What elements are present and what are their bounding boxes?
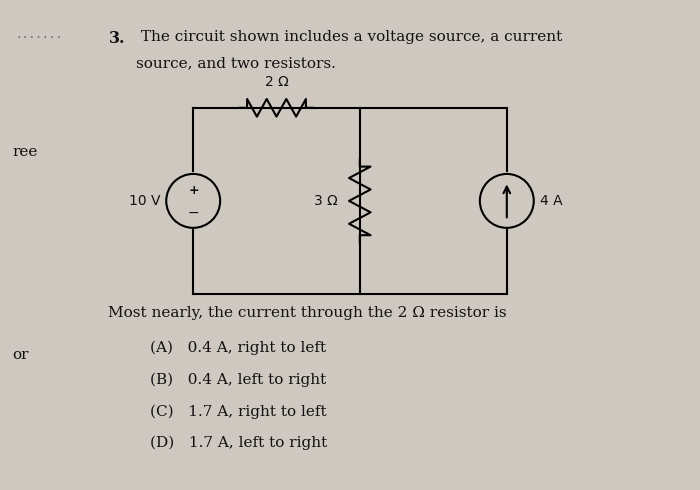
Text: source, and two resistors.: source, and two resistors. — [136, 56, 337, 71]
Text: 2 Ω: 2 Ω — [265, 75, 288, 89]
Text: Most nearly, the current through the 2 Ω resistor is: Most nearly, the current through the 2 Ω… — [108, 306, 507, 320]
Text: −: − — [188, 206, 199, 220]
Text: 4 A: 4 A — [540, 194, 562, 208]
Text: (A)   0.4 A, right to left: (A) 0.4 A, right to left — [150, 341, 327, 355]
Text: 3.: 3. — [108, 30, 125, 48]
Text: +: + — [189, 184, 199, 196]
Text: 3 Ω: 3 Ω — [314, 194, 337, 208]
Text: ree: ree — [13, 145, 38, 159]
Text: (B)   0.4 A, left to right: (B) 0.4 A, left to right — [150, 372, 327, 387]
Text: (D)   1.7 A, left to right: (D) 1.7 A, left to right — [150, 436, 328, 450]
Text: .......: ....... — [15, 30, 63, 40]
Text: The circuit shown includes a voltage source, a current: The circuit shown includes a voltage sou… — [136, 30, 563, 45]
Text: 10 V: 10 V — [129, 194, 160, 208]
Text: (C)   1.7 A, right to left: (C) 1.7 A, right to left — [150, 404, 327, 418]
Text: or: or — [13, 348, 29, 362]
